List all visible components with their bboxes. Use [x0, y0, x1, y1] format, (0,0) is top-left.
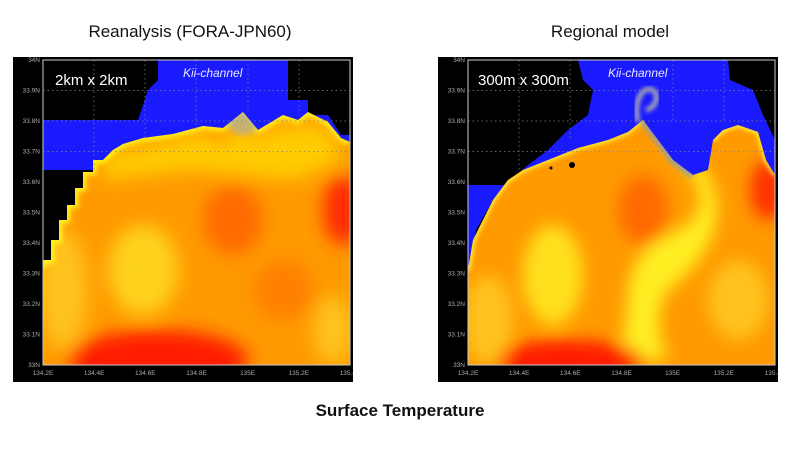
y-tick-label: 33.4N: [23, 240, 41, 247]
grid: [43, 60, 350, 170]
plot-border: [42, 59, 351, 366]
x-tick-label: 134.6E: [560, 370, 581, 377]
left-panel-title: Reanalysis (FORA-JPN60): [88, 22, 292, 41]
y-tick-label: 33.7N: [448, 149, 466, 156]
x-tick-label: 135.4E: [340, 370, 353, 377]
y-tick-label: 33.4N: [448, 240, 466, 247]
y-tick-label: 33.2N: [23, 301, 41, 308]
island: [549, 166, 553, 170]
x-tick-label: 135E: [240, 370, 256, 377]
figure-caption: Surface Temperature: [315, 401, 485, 420]
right-panel-title: Regional model: [550, 22, 670, 41]
regional-model-map-svg: 300m x 300m Kii-channel 34N 33.9N 33.8N 33.…: [438, 57, 778, 382]
y-tick-label: 33.3N: [448, 271, 466, 278]
y-tick-label: 33N: [453, 362, 465, 369]
grid: [468, 60, 775, 170]
y-tick-label: 33.5N: [23, 210, 41, 217]
y-tick-label: 33N: [28, 362, 40, 369]
y-tick-label: 33.8N: [448, 118, 466, 125]
y-tick-label: 33.8N: [23, 118, 41, 125]
y-tick-label: 33.6N: [448, 179, 466, 186]
x-tick-label: 134.2E: [33, 370, 54, 377]
y-tick-label: 34N: [28, 57, 40, 64]
x-tick-label: 135E: [665, 370, 681, 377]
y-tick-label: 33.1N: [448, 332, 466, 339]
y-tick-label: 34N: [453, 57, 465, 64]
kii-channel-label: Kii-channel: [183, 66, 243, 80]
x-tick-label: 134.4E: [84, 370, 105, 377]
y-tick-label: 33.1N: [23, 332, 41, 339]
x-tick-label: 134.8E: [611, 370, 632, 377]
eddy-filament: [634, 87, 659, 123]
x-tick-label: 135.2E: [289, 370, 310, 377]
regional-model-map: 300m x 300m Kii-channel 34N 33.9N 33.8N 33.…: [438, 57, 778, 382]
x-tick-label: 135.4E: [765, 370, 778, 377]
kii-channel-label: Kii-channel: [608, 66, 668, 80]
y-tick-label: 33.3N: [23, 271, 41, 278]
island: [569, 162, 575, 168]
y-tick-label: 33.2N: [448, 301, 466, 308]
resolution-label: 300m x 300m: [478, 72, 569, 89]
resolution-label: 2km x 2km: [55, 72, 128, 89]
y-tick-label: 33.9N: [23, 88, 41, 95]
x-tick-label: 134.8E: [186, 370, 207, 377]
x-tick-label: 134.6E: [135, 370, 156, 377]
x-tick-label: 135.2E: [714, 370, 735, 377]
y-tick-label: 33.7N: [23, 149, 41, 156]
y-tick-label: 33.5N: [448, 210, 466, 217]
x-tick-label: 134.4E: [509, 370, 530, 377]
warm-water-field: [468, 120, 775, 365]
reanalysis-map: 2km x 2km Kii-channel 34N 33.9N 33.8N 33.7N…: [13, 57, 353, 382]
plot-border: [467, 59, 776, 366]
reanalysis-map-svg: 2km x 2km Kii-channel 34N 33.9N 33.8N 33.7N…: [13, 57, 353, 382]
x-tick-label: 134.2E: [458, 370, 479, 377]
y-tick-label: 33.6N: [23, 179, 41, 186]
y-tick-label: 33.9N: [448, 88, 466, 95]
